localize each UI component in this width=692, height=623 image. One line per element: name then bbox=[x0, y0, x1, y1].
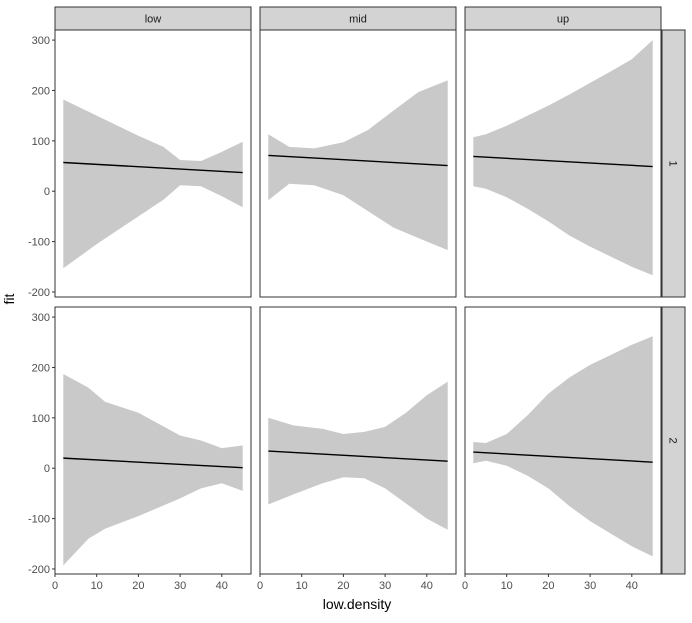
strip-label: low bbox=[145, 14, 162, 26]
x-tick-label: 20 bbox=[542, 580, 554, 592]
fit-line bbox=[63, 161, 243, 174]
y-tick-label: 200 bbox=[32, 362, 50, 374]
y-tick-label: 100 bbox=[32, 413, 50, 425]
strip-label: 1 bbox=[667, 160, 679, 166]
strip-row-2: 2 bbox=[661, 306, 686, 575]
confidence-band bbox=[473, 40, 653, 276]
panels-layer bbox=[54, 29, 662, 575]
panel-up-1 bbox=[464, 29, 662, 298]
strip-background bbox=[661, 29, 686, 298]
strip-mid: mid bbox=[259, 6, 457, 31]
panel-up-2 bbox=[464, 306, 662, 575]
x-tick-label: 40 bbox=[216, 580, 228, 592]
fit-line bbox=[268, 450, 448, 462]
y-tick-label: 0 bbox=[44, 463, 50, 475]
strips-layer: low mid up 1 2 bbox=[54, 6, 686, 575]
strip-background bbox=[661, 306, 686, 575]
strip-background bbox=[464, 6, 662, 31]
x-tick-label: 0 bbox=[257, 580, 263, 592]
panel-low-1 bbox=[54, 29, 252, 298]
panel-border bbox=[464, 306, 662, 575]
x-tick-label: 10 bbox=[91, 580, 103, 592]
x-tick-label: 10 bbox=[296, 580, 308, 592]
panel-border bbox=[54, 306, 252, 575]
y-tick-label: 300 bbox=[32, 35, 50, 47]
x-tick-label: 30 bbox=[174, 580, 186, 592]
x-tick-label: 20 bbox=[132, 580, 144, 592]
strip-row-1: 1 bbox=[661, 29, 686, 298]
x-tick-label: 10 bbox=[501, 580, 513, 592]
x-tick-label: 0 bbox=[52, 580, 58, 592]
x-tick-label: 40 bbox=[626, 580, 638, 592]
x-tick-label: 30 bbox=[379, 580, 391, 592]
x-tick-label: 40 bbox=[421, 580, 433, 592]
confidence-band bbox=[473, 336, 653, 557]
strip-label: 2 bbox=[667, 437, 679, 443]
panel-mid-2 bbox=[259, 306, 457, 575]
x-axis-title: low.density bbox=[323, 596, 391, 612]
strip-background bbox=[54, 6, 252, 31]
y-tick-label: 200 bbox=[32, 85, 50, 97]
x-tick-label: 0 bbox=[462, 580, 468, 592]
confidence-band bbox=[63, 99, 243, 269]
y-tick-label: -100 bbox=[28, 514, 50, 526]
y-tick-label: 100 bbox=[32, 136, 50, 148]
fit-line bbox=[63, 457, 243, 469]
x-tick-label: 30 bbox=[584, 580, 596, 592]
fit-line bbox=[473, 155, 653, 168]
y-tick-label: -100 bbox=[28, 237, 50, 249]
strip-background bbox=[259, 6, 457, 31]
y-tick-label: -200 bbox=[28, 564, 50, 576]
x-tick-label: 20 bbox=[337, 580, 349, 592]
fit-line bbox=[268, 154, 448, 167]
strip-label: up bbox=[557, 14, 569, 26]
y-tick-label: 0 bbox=[44, 186, 50, 198]
y-tick-label: -200 bbox=[28, 287, 50, 299]
fit-line bbox=[473, 451, 653, 463]
panel-mid-1 bbox=[259, 29, 457, 298]
confidence-band bbox=[63, 374, 243, 566]
strip-low: low bbox=[54, 6, 252, 31]
y-axis-title: fit bbox=[1, 293, 17, 304]
strip-up: up bbox=[464, 6, 662, 31]
strip-label: mid bbox=[349, 14, 367, 26]
y-tick-label: 300 bbox=[32, 312, 50, 324]
panel-low-2 bbox=[54, 306, 252, 575]
panel-border bbox=[259, 306, 457, 575]
confidence-band bbox=[268, 80, 448, 251]
